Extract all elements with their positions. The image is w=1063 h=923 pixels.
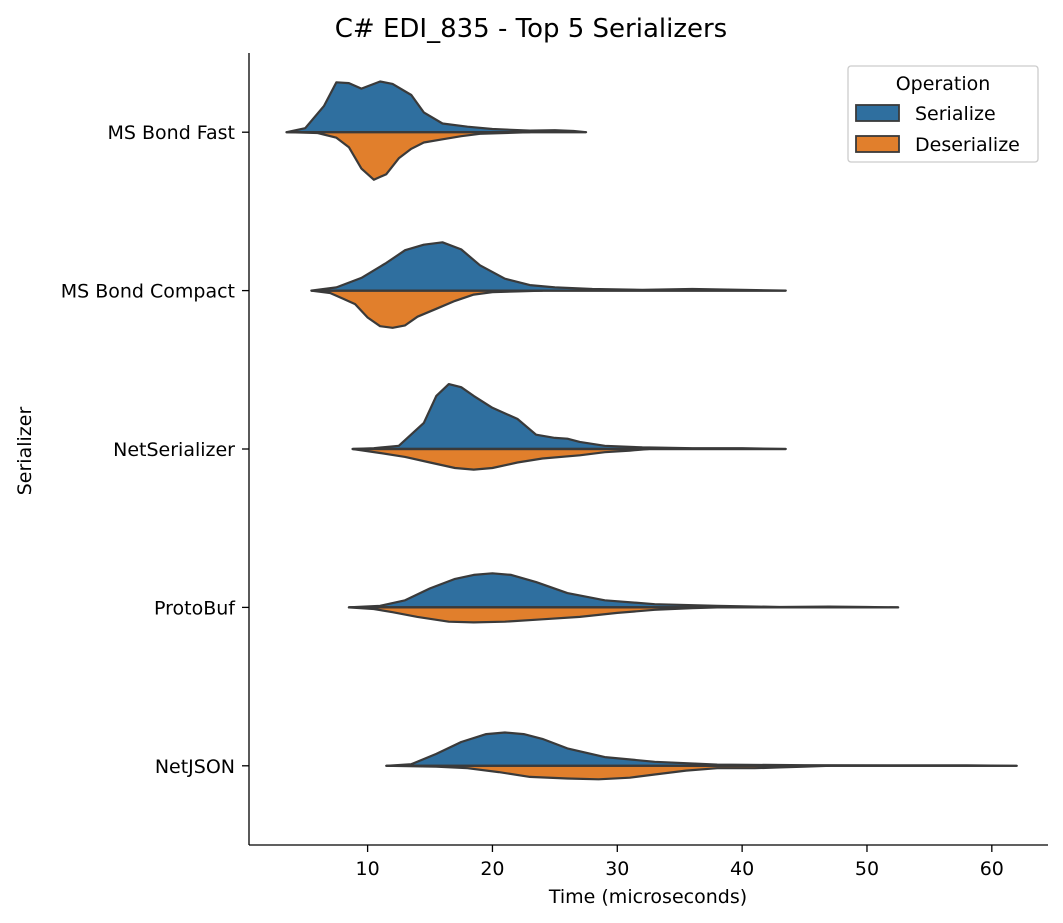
x-axis-label: Time (microseconds) [548, 886, 747, 908]
y-axis-label: Serializer [14, 407, 36, 496]
legend-swatch-serialize [855, 104, 900, 122]
y-tick-label: MS Bond Fast [108, 122, 235, 144]
y-tick-label: ProtoBuf [154, 597, 236, 619]
x-tick-label: 20 [480, 858, 504, 880]
violin-serialize-ms-bond-fast [285, 80, 588, 134]
chart-title: C# EDI_835 - Top 5 Serializers [335, 14, 727, 44]
legend-swatch-deserialize [855, 135, 900, 153]
violin-deserialize-ms-bond-fast [285, 131, 531, 181]
violin-deserialize-ms-bond-compact [310, 289, 544, 329]
violin-group [285, 80, 1018, 781]
legend-title: Operation [896, 73, 991, 95]
x-tick-label: 30 [605, 858, 629, 880]
x-tick-label: 40 [730, 858, 754, 880]
violin-serialize-netserializer [351, 383, 787, 451]
x-tick-label: 60 [980, 858, 1004, 880]
violin-deserialize-netserializer [351, 447, 650, 471]
violin-serialize-ms-bond-compact [310, 241, 787, 292]
violin-deserialize-protobuf [347, 606, 719, 624]
legend-label-serialize: Serialize [915, 103, 996, 125]
y-tick-label: NetSerializer [113, 439, 235, 461]
legend-label-deserialize: Deserialize [915, 134, 1020, 156]
x-tick-label: 50 [855, 858, 879, 880]
y-axis-ticks: MS Bond Fast MS Bond Compact NetSerializer… [61, 122, 249, 778]
x-tick-label: 10 [356, 858, 380, 880]
y-tick-label: MS Bond Compact [61, 281, 235, 303]
legend: Operation Serialize Deserialize [847, 65, 1039, 163]
y-tick-label: NetJSON [155, 756, 235, 778]
violin-serialize-protobuf [347, 572, 900, 609]
violin-deserialize-netjson [385, 764, 831, 781]
x-axis-ticks: 10 20 30 40 50 60 [356, 845, 1004, 880]
violin-serialize-netjson [385, 731, 1018, 767]
